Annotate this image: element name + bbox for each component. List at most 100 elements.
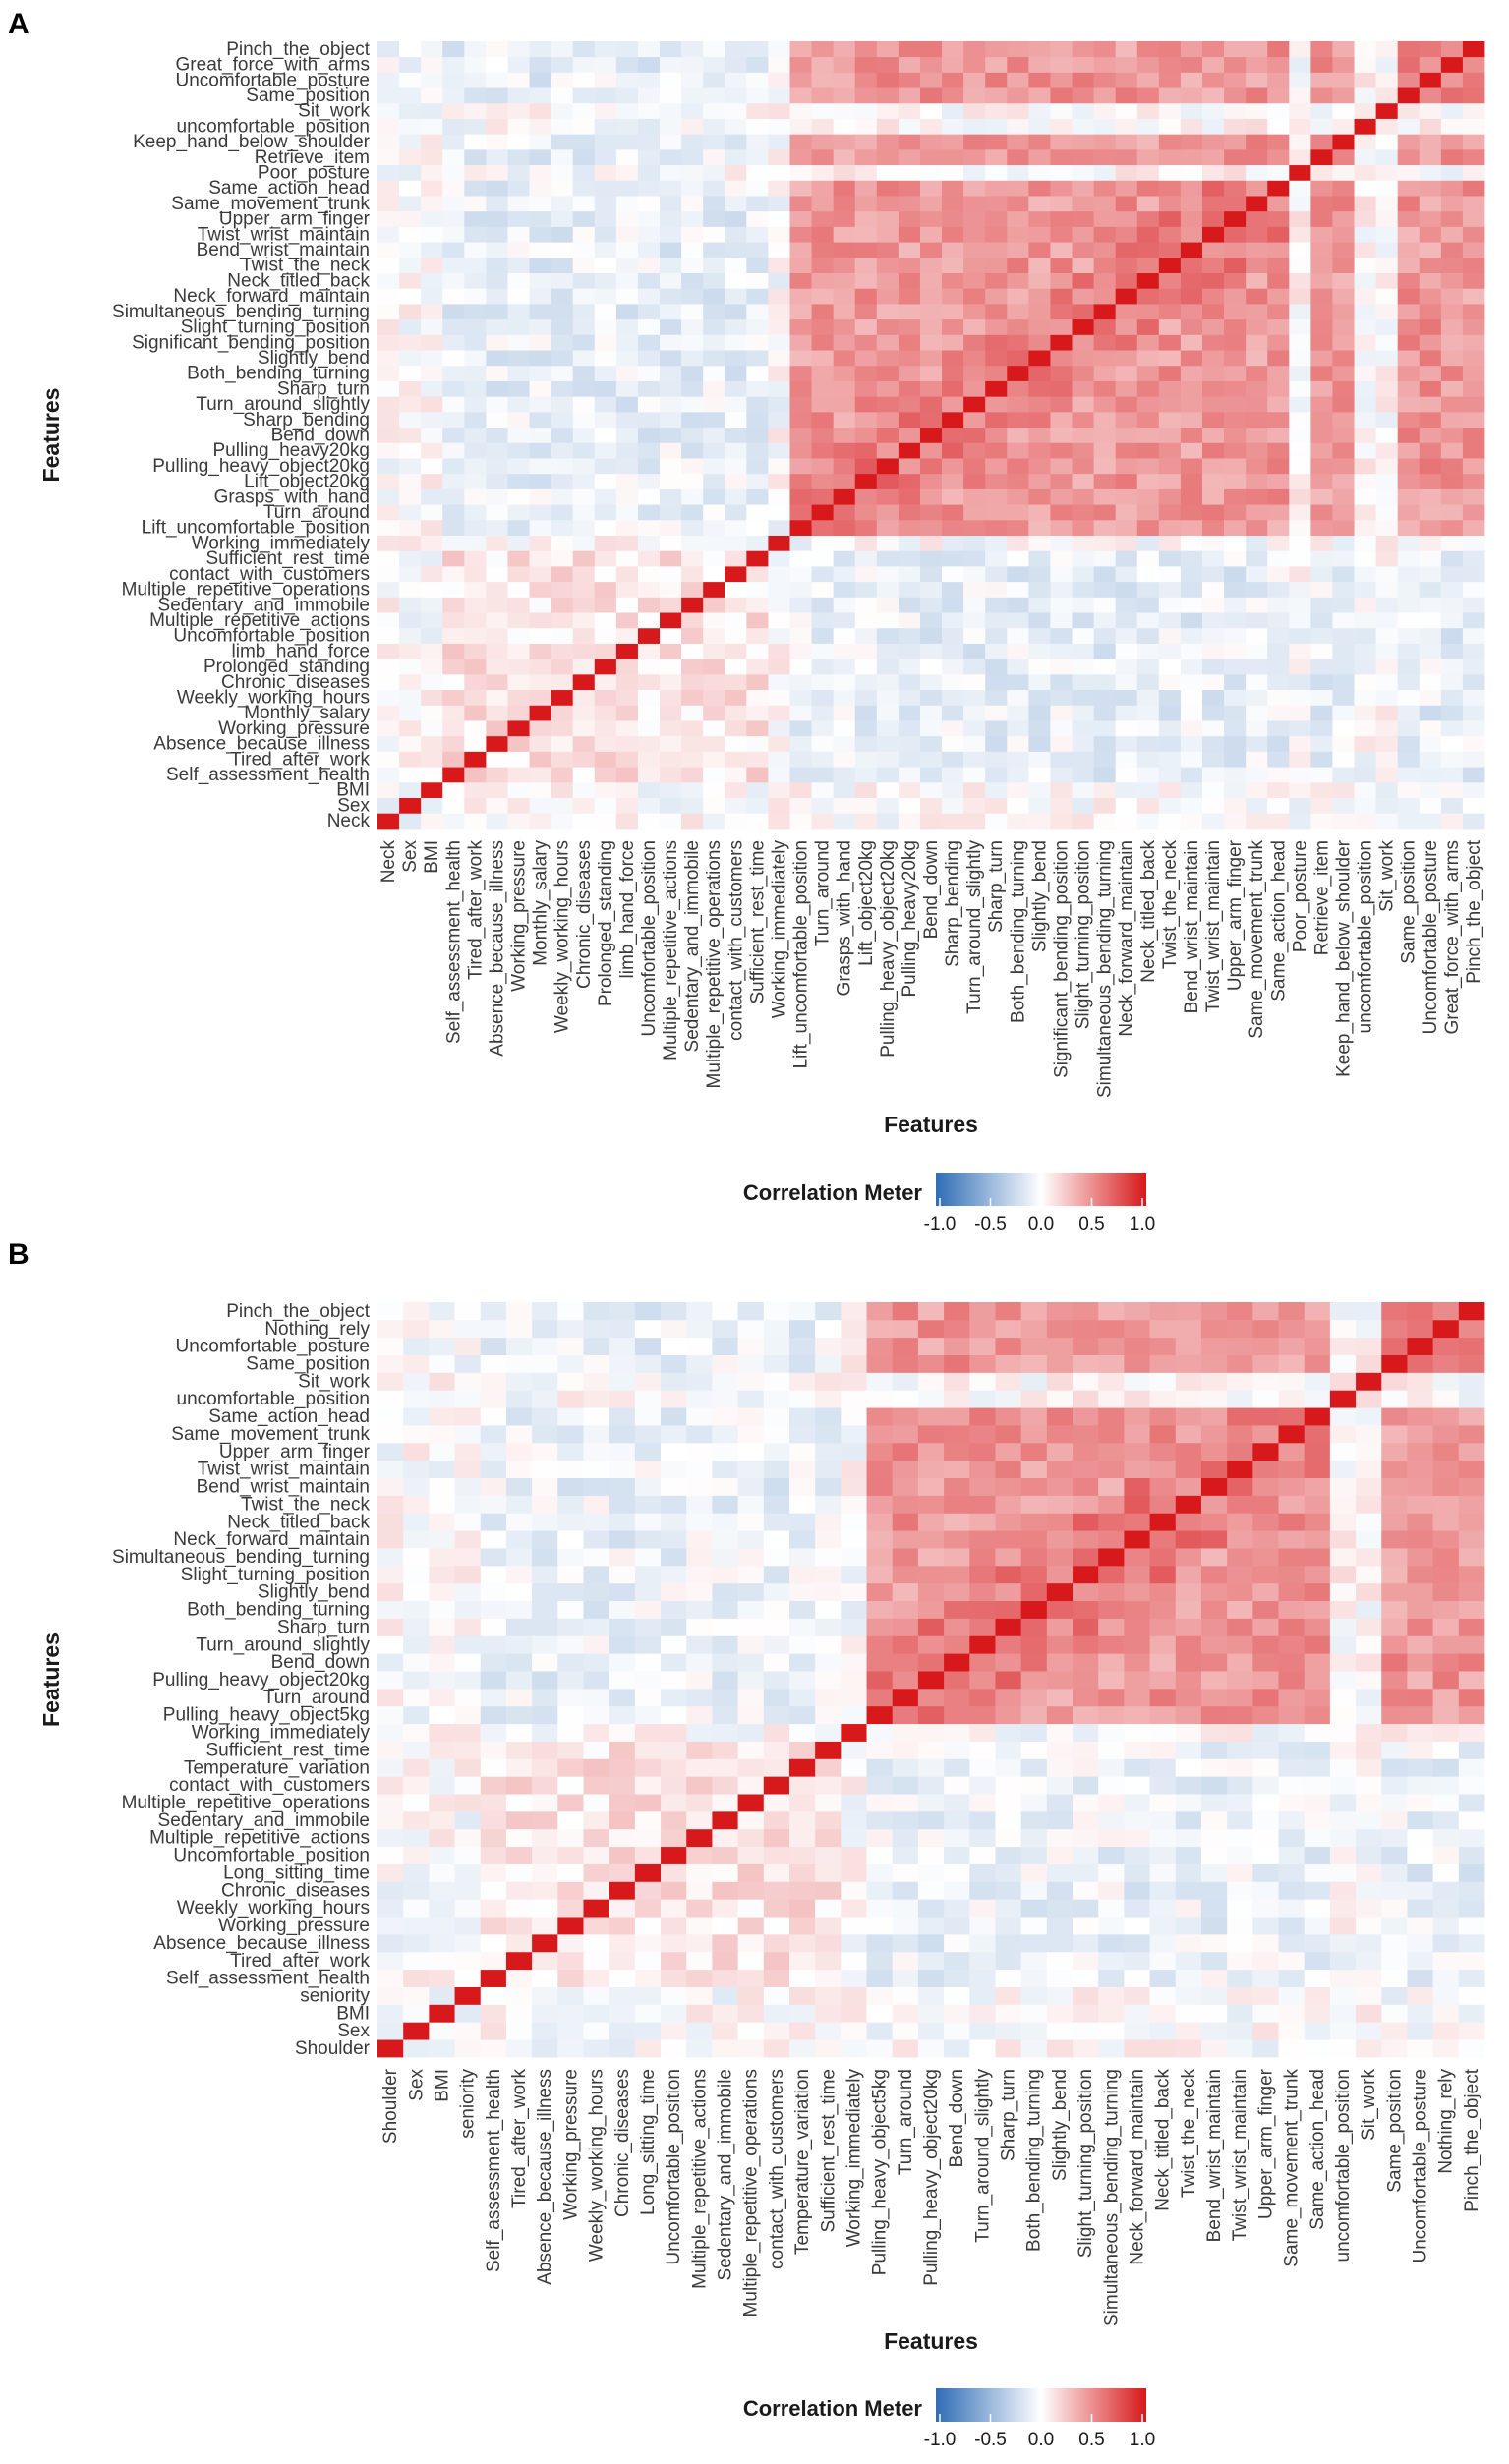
heatmap-cell <box>737 1565 765 1584</box>
heatmap-cell <box>1310 659 1333 675</box>
heatmap-cell <box>789 504 812 521</box>
heatmap-cell <box>661 1951 687 1971</box>
heatmap-cell <box>1267 535 1290 551</box>
heatmap-cell <box>1175 1828 1202 1848</box>
x-tick-sedentary-and-immobile: Sedentary_and_immobile <box>682 840 703 1052</box>
heatmap-cell <box>1072 612 1094 629</box>
heatmap-cell <box>464 164 487 181</box>
heatmap-cell <box>634 1530 662 1549</box>
heatmap-cell <box>841 1618 867 1636</box>
heatmap-cell <box>1028 164 1051 181</box>
heatmap-cell <box>609 1372 636 1391</box>
heatmap-cell <box>768 242 790 258</box>
heatmap-cell <box>1093 72 1117 88</box>
y-tick-same-position: Same_position <box>246 1354 370 1375</box>
y-tick-twist-the-neck: Twist_the_neck <box>241 1494 370 1515</box>
heatmap-cell <box>532 1337 558 1355</box>
heatmap-cell <box>660 365 682 381</box>
heatmap-cell <box>1458 1671 1485 1690</box>
heatmap-cell <box>1136 102 1160 119</box>
heatmap-cell <box>442 442 465 459</box>
heatmap-cell <box>505 1635 533 1654</box>
heatmap-cell <box>681 735 704 752</box>
heatmap-cell <box>1381 1442 1408 1461</box>
heatmap-cell <box>480 1810 507 1830</box>
heatmap-cell <box>486 735 508 752</box>
heatmap-cell <box>811 56 835 73</box>
heatmap-cell <box>637 550 661 567</box>
heatmap-cell <box>377 1548 404 1567</box>
heatmap-cell <box>557 2039 584 2058</box>
heatmap-cell <box>377 427 400 443</box>
heatmap-cell <box>1419 659 1442 675</box>
heatmap-cell <box>429 2004 455 2023</box>
heatmap-cell <box>1310 180 1333 197</box>
heatmap-cell <box>1278 1969 1306 1987</box>
heatmap-cell <box>1246 304 1268 320</box>
heatmap-cell <box>1028 720 1051 737</box>
heatmap-cell <box>942 535 964 551</box>
heatmap-cell <box>661 1582 687 1602</box>
heatmap-cell <box>532 1828 558 1848</box>
heatmap-cell <box>789 797 812 814</box>
heatmap-cell <box>866 1951 894 1971</box>
heatmap-cell <box>1158 134 1182 150</box>
heatmap-cell <box>661 1618 687 1636</box>
heatmap-cell <box>866 1794 894 1812</box>
heatmap-cell <box>1278 1548 1306 1567</box>
heatmap-cell <box>815 1741 842 1759</box>
heatmap-cell <box>1136 164 1160 181</box>
heatmap-cell <box>833 350 856 367</box>
heatmap-cell <box>1200 1828 1228 1848</box>
heatmap-cell <box>985 689 1008 706</box>
heatmap-cell <box>454 1986 482 2005</box>
heatmap-cell <box>1329 1302 1357 1321</box>
heatmap-cell <box>833 705 856 721</box>
heatmap-cell <box>1046 1635 1074 1654</box>
heatmap-cell <box>1332 242 1355 258</box>
heatmap-cell <box>1050 334 1073 351</box>
heatmap-cell <box>1149 2004 1177 2023</box>
heatmap-cell <box>1149 1758 1177 1777</box>
heatmap-cell <box>942 458 964 475</box>
heatmap-cell <box>594 627 617 644</box>
heatmap-cell <box>1419 411 1442 429</box>
heatmap-cell <box>1136 242 1160 258</box>
heatmap-cell <box>917 1337 945 1355</box>
heatmap-cell <box>995 1671 1022 1690</box>
heatmap-cell <box>486 196 508 212</box>
heatmap-cell <box>876 720 900 737</box>
heatmap-cell <box>1124 1776 1150 1795</box>
heatmap-cell <box>841 1671 867 1690</box>
heatmap-cell <box>615 41 639 58</box>
heatmap-cell <box>788 2022 816 2040</box>
heatmap-cell <box>1432 1881 1460 1900</box>
heatmap-cell <box>1158 458 1182 475</box>
heatmap-cell <box>660 581 682 598</box>
heatmap-cell <box>1381 1741 1408 1759</box>
heatmap-cell <box>703 226 725 243</box>
heatmap-cell <box>661 1600 687 1619</box>
heatmap-cell <box>1267 318 1290 335</box>
heatmap-cell <box>661 1477 687 1496</box>
heatmap-cell <box>1180 226 1203 243</box>
heatmap-cell <box>1356 1565 1382 1584</box>
heatmap-cell <box>661 1548 687 1567</box>
heatmap-cell <box>1200 1425 1228 1444</box>
heatmap-cell <box>377 673 400 691</box>
y-tick-upper-arm-finger: Upper_arm_finger <box>219 209 371 230</box>
heatmap-cell <box>854 41 878 58</box>
y-tick-chronic-diseases: Chronic_diseases <box>221 672 370 693</box>
heatmap-cell <box>1224 720 1247 737</box>
heatmap-cell <box>572 597 596 613</box>
heatmap-cell <box>532 2004 558 2023</box>
heatmap-cell <box>1046 1688 1074 1707</box>
heatmap-cell <box>454 2022 482 2040</box>
heatmap-cell <box>985 288 1008 305</box>
heatmap-cell <box>854 720 878 737</box>
heatmap-cell <box>788 1899 816 1918</box>
heatmap-cell <box>1278 1863 1306 1882</box>
heatmap-cell <box>399 411 422 429</box>
heatmap-cell <box>811 118 835 135</box>
heatmap-cell <box>1200 1794 1228 1812</box>
